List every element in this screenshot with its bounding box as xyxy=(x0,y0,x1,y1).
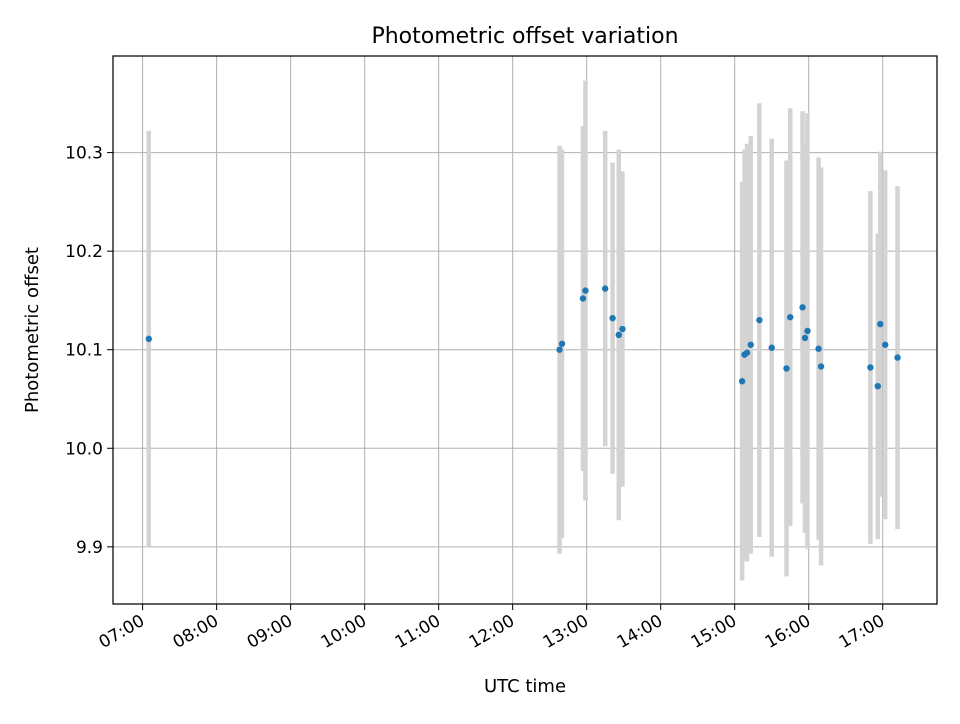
x-axis-label: UTC time xyxy=(484,676,566,697)
data-point xyxy=(877,320,884,328)
y-tick-label: 10.1 xyxy=(65,341,103,361)
y-tick-label: 10.3 xyxy=(65,144,103,164)
data-point xyxy=(874,382,881,390)
chart-title: Photometric offset variation xyxy=(371,24,678,49)
data-point xyxy=(145,335,152,343)
data-point xyxy=(558,340,566,347)
data-point xyxy=(801,334,809,342)
data-point xyxy=(609,314,616,322)
data-point xyxy=(804,327,811,335)
y-tick-label: 10.2 xyxy=(65,242,103,262)
data-point xyxy=(582,287,589,294)
data-point xyxy=(783,365,790,372)
data-point xyxy=(556,346,563,353)
data-point xyxy=(817,363,825,370)
y-tick-label: 9.9 xyxy=(76,538,103,558)
data-point xyxy=(867,364,874,371)
data-point xyxy=(881,341,889,348)
data-point xyxy=(747,341,754,348)
grid xyxy=(113,56,937,604)
data-point xyxy=(756,316,763,324)
data-point xyxy=(787,313,794,321)
data-point xyxy=(743,349,751,356)
data-points xyxy=(145,285,901,390)
y-axis-ticks: 9.9 10.0 10.1 10.2 10.3 xyxy=(65,144,113,558)
data-point xyxy=(894,354,901,361)
data-point xyxy=(601,285,609,292)
data-point xyxy=(619,325,626,333)
y-tick-label: 10.0 xyxy=(65,439,103,459)
data-point xyxy=(815,345,822,352)
axes-frame xyxy=(112,55,938,605)
data-point xyxy=(768,344,775,351)
y-axis-label: Photometric offset xyxy=(22,247,43,413)
data-point xyxy=(615,331,622,339)
data-point xyxy=(579,295,587,302)
data-point xyxy=(738,378,746,385)
data-point xyxy=(799,304,806,311)
